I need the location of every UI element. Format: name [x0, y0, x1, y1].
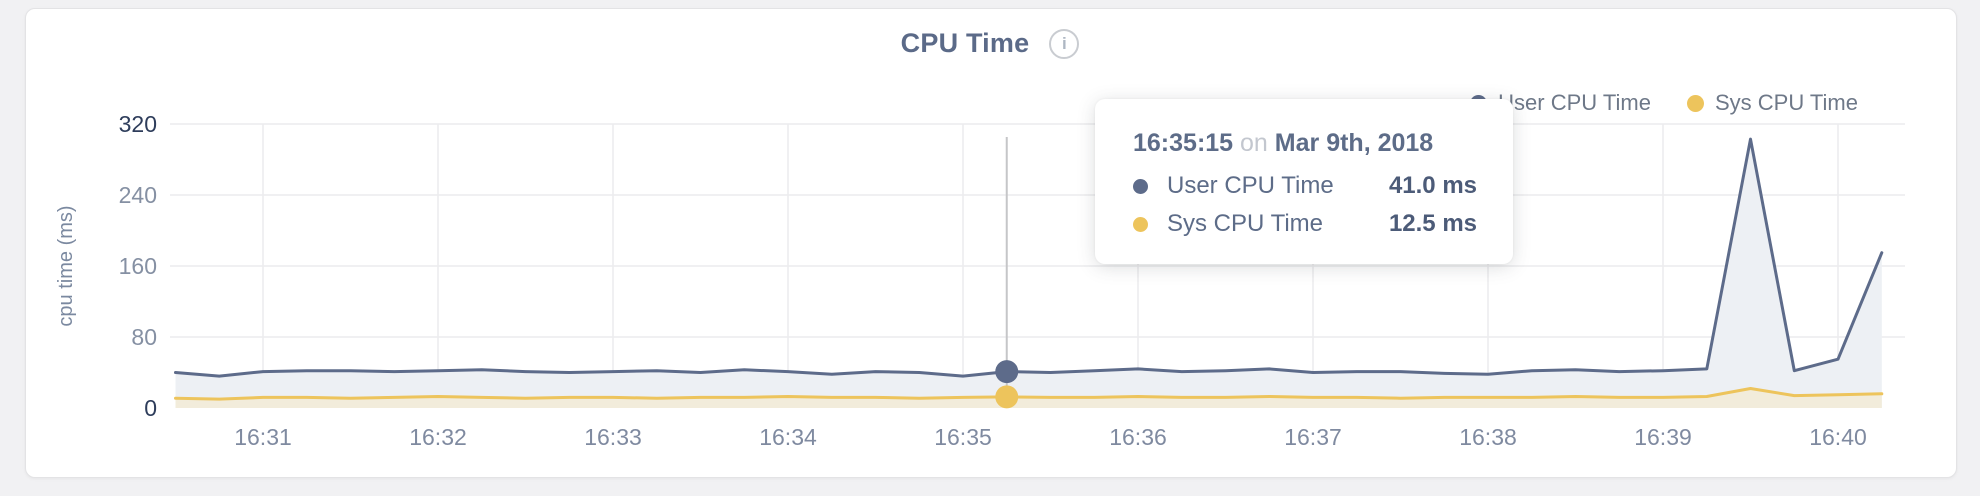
x-tick-label: 16:39 — [1634, 424, 1692, 450]
legend-item-sys-cpu-time[interactable]: Sys CPU Time — [1686, 90, 1858, 116]
x-tick-label: 16:38 — [1459, 424, 1517, 450]
user-cpu-line — [174, 137, 1884, 378]
tooltip-dot-sys — [1133, 216, 1148, 232]
tooltip-label-user: User CPU Time — [1167, 172, 1334, 199]
y-tick-label: 320 — [119, 111, 157, 137]
y-tick-label: 80 — [131, 324, 157, 350]
x-tick-label: 16:35 — [934, 424, 992, 450]
tooltip-date: Mar 9th, 2018 — [1274, 129, 1434, 157]
x-tick-label: 16:36 — [1109, 424, 1167, 450]
sys-cpu-line — [174, 387, 1884, 401]
legend-label-sys: Sys CPU Time — [1714, 90, 1858, 115]
chart-header: CPU Time i — [0, 28, 1980, 59]
legend: User CPU Time Sys CPU Time — [1470, 90, 1858, 116]
tooltip-value-user: 41.0 ms — [1388, 172, 1478, 199]
tooltip-header: 16:35:15 on Mar 9th, 2018 — [1133, 129, 1477, 158]
chart-title: CPU Time — [900, 28, 1030, 58]
user-cpu-area — [175, 139, 1882, 408]
x-tick-label: 16:33 — [584, 424, 642, 450]
hover-marker-sys-dot — [995, 385, 1019, 409]
x-tick-label: 16:34 — [759, 424, 817, 450]
y-tick-label: 240 — [119, 182, 157, 208]
legend-dot-sys — [1686, 94, 1704, 112]
x-tick-label: 16:37 — [1284, 424, 1342, 450]
y-tick-label: 0 — [144, 395, 157, 421]
chart-tooltip: 16:35:15 on Mar 9th, 2018 User CPU Time … — [1095, 99, 1513, 264]
y-tick-label: 160 — [119, 253, 157, 279]
x-tick-label: 16:32 — [409, 424, 467, 450]
tooltip-value-sys: 12.5 ms — [1388, 210, 1478, 237]
x-tick-label: 16:31 — [234, 424, 292, 450]
tooltip-dot-user — [1133, 178, 1148, 194]
hover-marker-user-dot — [995, 360, 1019, 384]
y-axis-label: cpu time (ms) — [55, 205, 77, 326]
x-tick-label: 16:40 — [1809, 424, 1867, 450]
tooltip-time: 16:35:15 — [1133, 129, 1234, 157]
tooltip-row-sys: Sys CPU Time 12.5 ms — [1133, 210, 1477, 238]
tooltip-label-sys: Sys CPU Time — [1167, 210, 1324, 237]
tooltip-row-user: User CPU Time 41.0 ms — [1133, 172, 1477, 200]
info-icon[interactable]: i — [1049, 28, 1080, 59]
legend-label-user: User CPU Time — [1498, 90, 1651, 115]
tooltip-connector: on — [1240, 129, 1268, 157]
